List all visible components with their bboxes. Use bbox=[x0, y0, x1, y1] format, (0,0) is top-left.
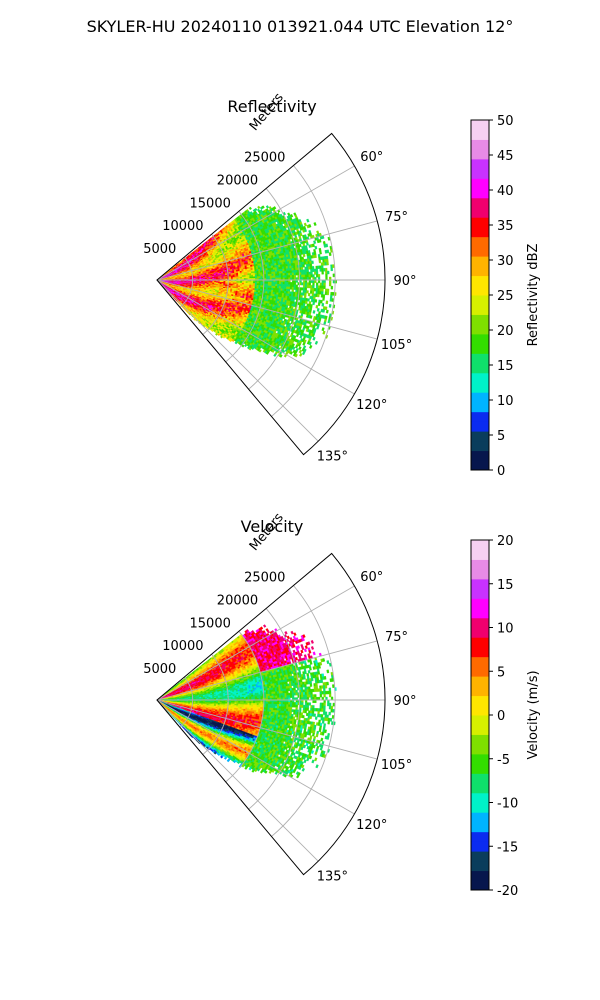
radar-cell bbox=[254, 274, 258, 277]
radar-cell bbox=[260, 274, 263, 277]
radar-cell bbox=[251, 274, 254, 277]
radar-cell bbox=[265, 273, 269, 277]
radar-cell bbox=[254, 281, 258, 284]
radar-cell bbox=[258, 276, 261, 279]
radar-cell bbox=[267, 281, 271, 285]
radar-cell bbox=[251, 281, 254, 284]
radar-cell bbox=[241, 276, 245, 279]
radar-cell bbox=[240, 276, 243, 279]
radar-cell bbox=[243, 276, 247, 279]
radar-cell bbox=[267, 275, 271, 279]
radar-cell bbox=[264, 274, 267, 277]
radar-cell bbox=[260, 281, 263, 284]
panel-title: Reflectivity bbox=[227, 97, 316, 116]
radar-cell bbox=[265, 283, 269, 287]
radar-cell bbox=[258, 281, 261, 284]
radar-cell bbox=[249, 276, 252, 279]
radar-cell bbox=[256, 276, 260, 279]
radar-cell bbox=[247, 276, 250, 279]
radar-cell bbox=[252, 274, 256, 277]
radar-cell bbox=[249, 274, 252, 277]
radar-cell bbox=[258, 272, 261, 275]
radar-cell bbox=[254, 276, 258, 279]
radar-cell bbox=[256, 274, 260, 277]
radar-cell bbox=[260, 272, 263, 275]
radar-cell bbox=[251, 276, 254, 279]
radar-cell bbox=[264, 283, 267, 286]
radar-cell bbox=[260, 283, 263, 286]
radar-cell bbox=[253, 276, 256, 279]
radar-cell bbox=[260, 276, 263, 279]
radar-cell bbox=[266, 281, 269, 285]
radar-cell bbox=[267, 283, 271, 287]
radar-cell bbox=[253, 281, 256, 284]
radar-cell bbox=[256, 281, 260, 284]
radar-cell bbox=[258, 274, 261, 277]
radar-cell bbox=[267, 273, 271, 277]
radar-cell bbox=[264, 281, 267, 285]
radar-cell bbox=[264, 275, 267, 279]
radar-cell bbox=[245, 276, 248, 279]
panels: Reflectivity60°75°90°105°120°135°5000100… bbox=[143, 90, 541, 899]
figure-suptitle: SKYLER-HU 20240110 013921.044 UTC Elevat… bbox=[87, 17, 514, 36]
panel-reflectivity: Reflectivity60°75°90°105°120°135°5000100… bbox=[143, 90, 541, 479]
radar-cell bbox=[266, 275, 269, 279]
